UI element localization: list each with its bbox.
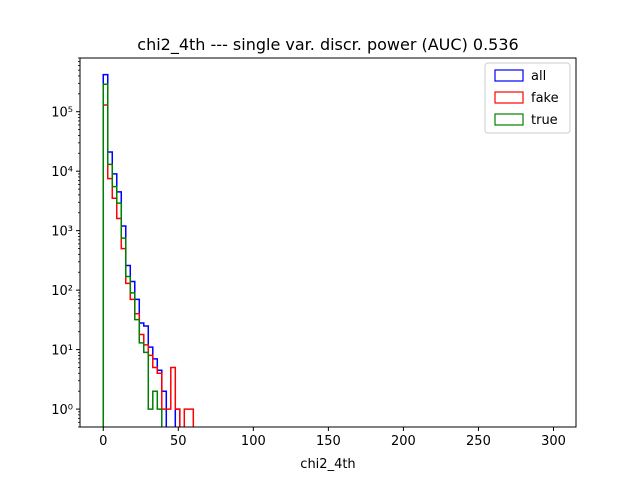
y-tick-label: 10⁴ <box>51 165 73 180</box>
chart-title: chi2_4th --- single var. discr. power (A… <box>137 35 518 55</box>
x-tick-label: 200 <box>391 434 416 449</box>
legend-swatch-all <box>494 69 524 82</box>
y-tick-label: 10⁰ <box>51 403 73 418</box>
legend-swatch-fake <box>494 91 524 104</box>
y-tick-label: 10¹ <box>51 344 73 359</box>
x-tick-label: 50 <box>170 434 187 449</box>
x-axis-label: chi2_4th <box>300 457 355 472</box>
legend-label-all: all <box>531 69 546 84</box>
x-tick-label: 250 <box>466 434 491 449</box>
y-tick-label: 10⁵ <box>51 106 73 121</box>
legend-swatch-true <box>494 113 524 126</box>
legend-label-true: true <box>531 113 558 128</box>
series-true-line <box>102 83 163 427</box>
x-tick-label: 0 <box>99 434 107 449</box>
x-tick-label: 300 <box>541 434 566 449</box>
x-tick-label: 150 <box>316 434 341 449</box>
x-tick-label: 100 <box>241 434 266 449</box>
y-tick-label: 10³ <box>51 225 73 240</box>
legend-label-fake: fake <box>531 91 559 106</box>
series-group <box>102 73 195 427</box>
y-tick-label: 10² <box>51 284 73 299</box>
legend: all fake true <box>484 62 571 134</box>
plot-area: 0 50 100 150 200 250 300 10⁰ 10¹ 10² 10³ 10⁴ 10⁵ <box>51 57 577 449</box>
